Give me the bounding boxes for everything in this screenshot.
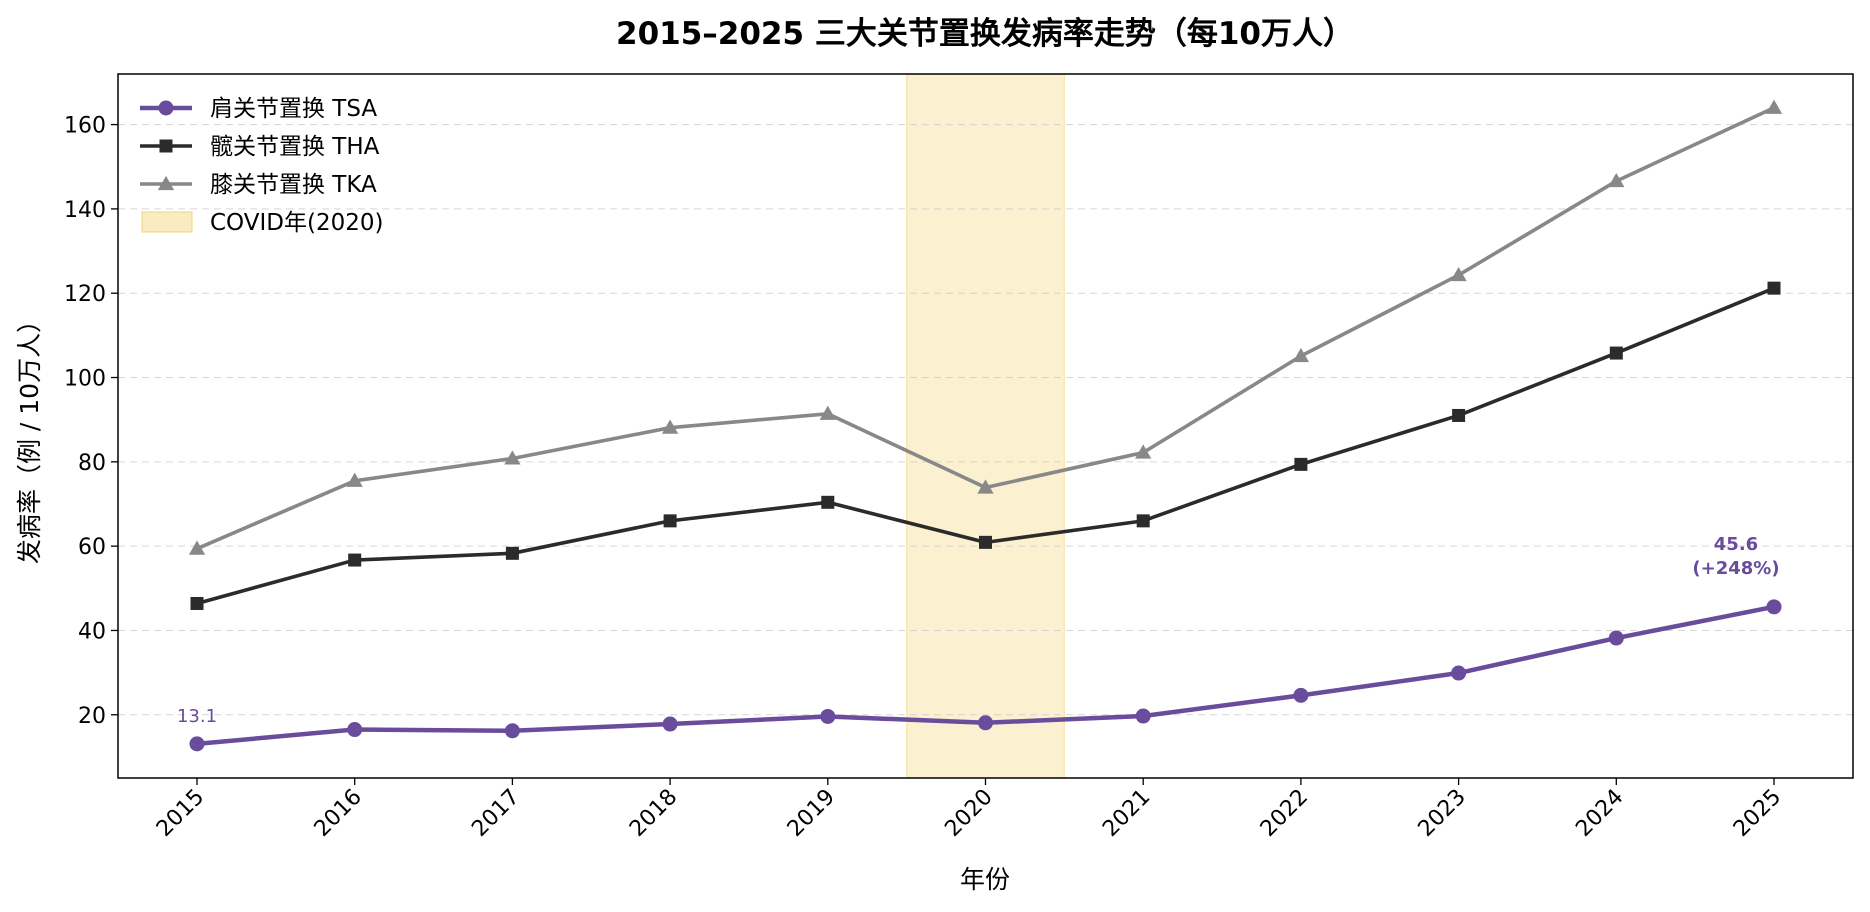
y-tick-label: 100 [64,367,106,392]
data-point-square-series [1452,408,1466,422]
covid-band [906,73,1065,779]
data-point-circle-series [1293,687,1309,703]
x-tick-label: 2020 [940,785,997,842]
data-point-triangle-series [346,472,363,487]
data-point-circle-series [820,708,836,724]
y-axis-title: 发病率（例 / 10万人） [15,308,44,564]
data-point-square-series [821,495,835,509]
data-point-square-series [1767,281,1781,295]
x-tick-label: 2021 [1098,785,1155,842]
data-point-square-series [1136,514,1150,528]
data-point-circle-series [189,736,205,752]
legend-swatch-covid [141,211,193,233]
legend-marker [157,175,175,191]
legend-marker [158,100,174,116]
legend-label: 肩关节置换 TSA [210,96,377,122]
series-layer [188,99,1783,752]
highlight-band-layer [906,73,1065,779]
data-point-square-series [979,535,992,549]
x-tick-label: 2015 [152,785,209,842]
y-tick-label: 140 [64,198,106,223]
data-point-triangle-series [188,540,206,555]
data-point-circle-series [504,723,520,739]
data-point-square-series [663,514,677,528]
data-point-square-series [190,596,204,610]
data-point-triangle-series [977,479,994,494]
x-tick-label: 2016 [310,785,367,842]
data-point-triangle-series [1608,172,1625,188]
data-point-square-series [1294,457,1308,471]
data-point-square-series [505,546,519,560]
data-point-circle-series [1608,630,1624,646]
data-point-circle-series [347,722,363,738]
y-tick-label: 60 [78,535,106,560]
legend-label: 髋关节置换 THA [210,134,380,160]
y-tick-label: 120 [64,282,106,307]
data-point-circle-series [662,716,678,732]
data-point-square-series [348,553,362,567]
x-tick-label: 2018 [625,785,682,842]
data-point-circle-series [1766,599,1782,615]
data-point-triangle-series [819,405,836,420]
chart-title: 2015–2025 三大关节置换发病率走势（每10万人） [616,16,1354,52]
data-point-circle-series [978,715,993,731]
data-point-triangle-series [1292,347,1310,363]
annotation-label: (+248%) [1692,558,1779,579]
data-point-triangle-series [1135,444,1152,459]
y-tick-label: 40 [78,619,106,644]
legend: 肩关节置换 TSA 髋关节置换 THA 膝关节置换 TKA COVID年(2020) [140,96,383,236]
x-axis-title: 年份 [960,865,1010,894]
x-tick-label: 2017 [467,785,524,842]
data-point-triangle-series [1450,266,1467,282]
y-tick-label: 160 [64,114,106,139]
annotation-label: 45.6 [1714,534,1758,555]
data-point-triangle-series [1765,99,1783,114]
legend-marker [159,139,173,153]
data-point-triangle-series [504,450,521,465]
data-point-triangle-series [661,419,679,434]
legend-label: 膝关节置换 TKA [210,172,377,198]
annotation-layer: 13.1 45.6 (+248%) [177,534,1780,727]
x-tick-label: 2019 [783,785,840,842]
annotation-label: 13.1 [177,706,217,727]
x-tick-label: 2024 [1571,785,1628,842]
data-point-circle-series [1135,708,1151,724]
x-tick-label: 2025 [1729,785,1786,842]
data-point-square-series [1609,346,1623,360]
x-tick-label: 2023 [1414,785,1471,842]
x-tick-label: 2022 [1256,785,1313,842]
y-tick-label: 80 [78,451,106,476]
y-tick-label: 20 [78,704,106,729]
legend-label: COVID年(2020) [210,210,383,236]
data-point-circle-series [1451,665,1467,681]
